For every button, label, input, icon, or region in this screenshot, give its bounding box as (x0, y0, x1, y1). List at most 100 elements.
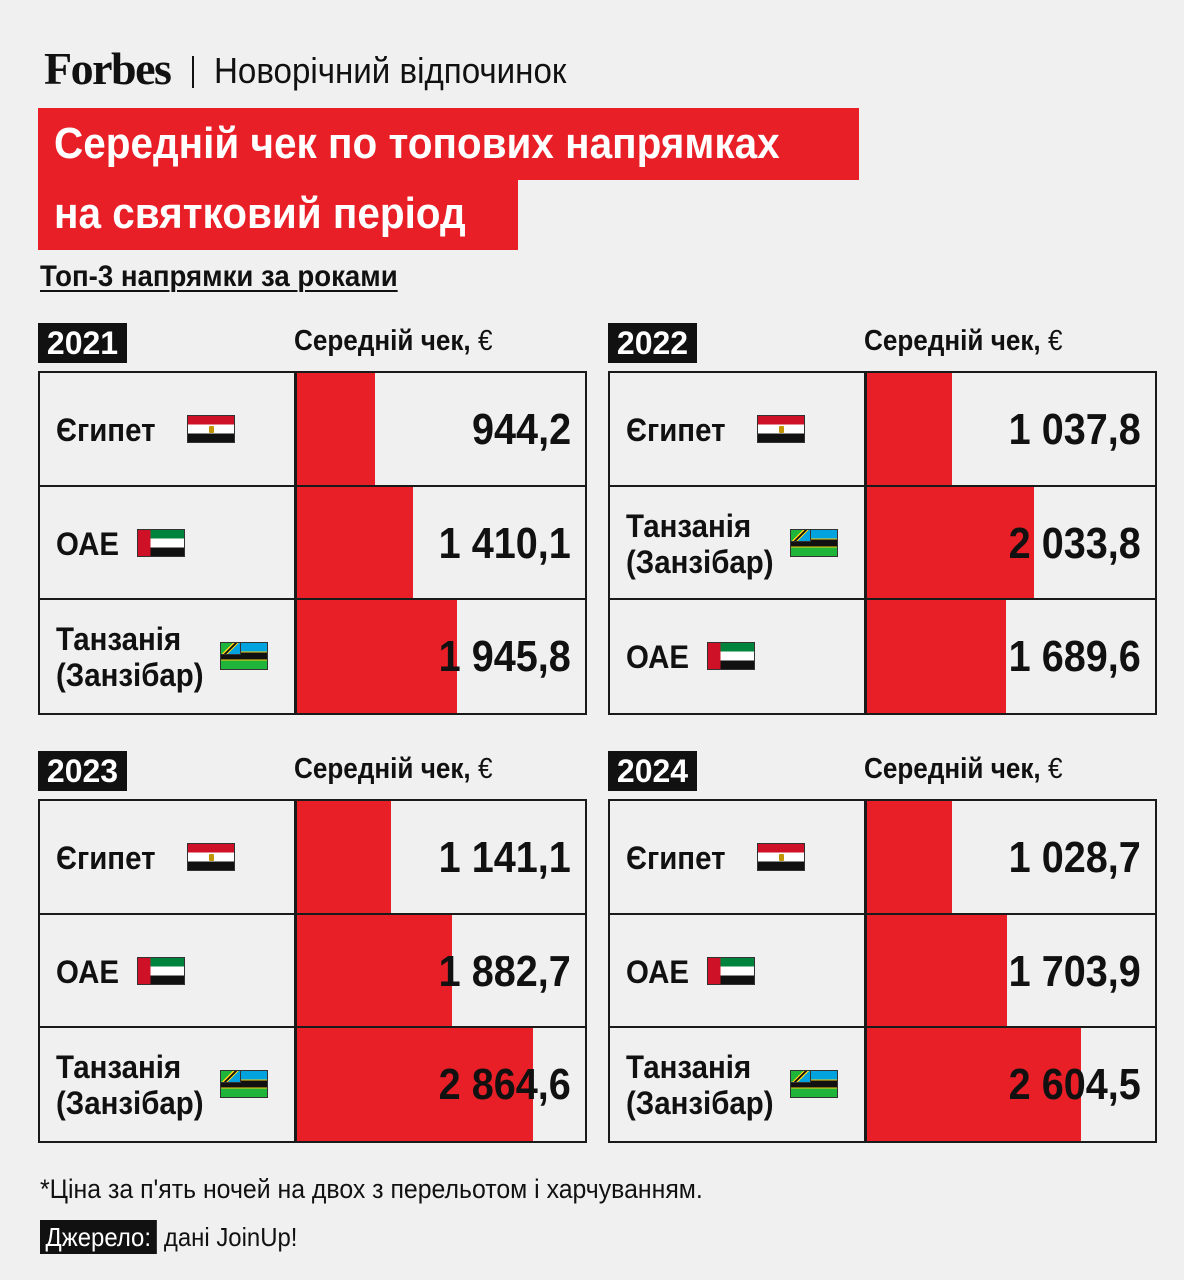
egypt-flag-icon (187, 415, 235, 443)
table-row: Єгипет 1 028,7 (610, 801, 1155, 914)
year-badge: 2021 (38, 323, 127, 363)
value-bar (867, 915, 1007, 1028)
value-label: 1 141,1 (438, 833, 571, 882)
column-label-text: Середній чек, (864, 325, 1048, 357)
value-bar (867, 487, 1034, 600)
chart-title-line-1: Середній чек по топових напрямках (38, 108, 859, 180)
country-label: Танзанія (Занзібар) (626, 1028, 774, 1141)
brand-header: Forbes Новорічний відпочинок (44, 40, 597, 96)
country-name: ОАЕ (626, 638, 690, 675)
table-row: Єгипет 1 037,8 (610, 373, 1155, 486)
column-label-unit: € (1047, 325, 1063, 357)
value-label: 944,2 (471, 405, 571, 454)
country-name: Єгипет (56, 839, 156, 876)
value-label: 2 864,6 (438, 1060, 571, 1109)
tanzania-flag-icon (220, 642, 268, 670)
tanzania-flag-icon (220, 1070, 268, 1098)
year-badge: 2024 (608, 751, 697, 791)
country-name: Єгипет (626, 411, 726, 448)
value-label: 1 037,8 (1008, 405, 1141, 454)
column-label: Середній чек, € (864, 753, 1062, 786)
uae-flag-icon (137, 957, 185, 985)
column-divider (864, 801, 867, 1141)
value-bar (297, 801, 391, 914)
column-divider (864, 373, 867, 713)
country-label: Єгипет (626, 373, 725, 486)
value-label: 2 033,8 (1008, 519, 1141, 568)
value-bar (867, 600, 1006, 713)
table-row: Танзанія (Занзібар) 2 033,8 (610, 485, 1155, 600)
country-label: Танзанія (Занзібар) (626, 487, 774, 600)
source-line: Джерело: дані JoinUp! (40, 1220, 297, 1254)
table-row: ОАЕ 1 410,1 (40, 485, 585, 600)
footnote: *Ціна за п'ять ночей на двох з перельото… (40, 1174, 703, 1204)
column-label: Середній чек, € (864, 325, 1062, 358)
tanzania-flag-icon (790, 1070, 838, 1098)
value-label: 1 945,8 (438, 632, 571, 681)
source-label: Джерело: (40, 1220, 157, 1254)
value-bar (867, 1028, 1081, 1141)
panel-table: Єгипет 1 141,1 ОАЕ 1 882,7 Танзанія (Занзібар… (38, 799, 587, 1143)
table-row: Єгипет 944,2 (40, 373, 585, 486)
value-bar (297, 600, 457, 713)
tanzania-flag-icon (790, 529, 838, 557)
country-name: ОАЕ (56, 953, 120, 990)
column-label: Середній чек, € (294, 325, 492, 358)
value-label: 1 882,7 (438, 947, 571, 996)
table-row: ОАЕ 1 689,6 (610, 598, 1155, 713)
forbes-logo: Forbes (44, 42, 172, 94)
panel-2022: 2022 Середній чек, € Єгипет 1 037,8 Танзанія… (608, 323, 1157, 715)
column-label-unit: € (477, 325, 493, 357)
value-bar (867, 801, 952, 914)
panel-table: Єгипет 1 028,7 ОАЕ 1 703,9 Танзанія (Занзібар… (608, 799, 1157, 1143)
table-row: Танзанія (Занзібар) 2 864,6 (40, 1026, 585, 1141)
column-divider (294, 801, 297, 1141)
value-label: 2 604,5 (1008, 1060, 1141, 1109)
year-badge: 2023 (38, 751, 127, 791)
country-label: Танзанія (Занзібар) (56, 1028, 204, 1141)
value-bar (867, 373, 952, 486)
egypt-flag-icon (757, 843, 805, 871)
panel-table: Єгипет 1 037,8 Танзанія (Занзібар) 2 033,8 ОА… (608, 371, 1157, 715)
egypt-flag-icon (187, 843, 235, 871)
table-row: Танзанія (Занзібар) 1 945,8 (40, 598, 585, 713)
panel-2024: 2024 Середній чек, € Єгипет 1 028,7 ОАЕ 1 703… (608, 751, 1157, 1143)
value-label: 1 703,9 (1008, 947, 1141, 996)
source-text: дані JoinUp! (163, 1221, 298, 1252)
country-label: ОАЕ (626, 600, 689, 713)
section-name: Новорічний відпочинок (214, 50, 567, 91)
year-badge: 2022 (608, 323, 697, 363)
value-label: 1 410,1 (438, 519, 571, 568)
country-name: Танзанія (Занзібар) (56, 1048, 204, 1121)
column-label: Середній чек, € (294, 753, 492, 786)
column-label-text: Середній чек, (294, 325, 478, 357)
column-label-unit: € (477, 753, 493, 785)
value-bar (297, 1028, 533, 1141)
country-label: Єгипет (626, 801, 725, 914)
country-label: Танзанія (Занзібар) (56, 600, 204, 713)
uae-flag-icon (137, 529, 185, 557)
value-label: 1 689,6 (1008, 632, 1141, 681)
country-name: Єгипет (56, 411, 156, 448)
panel-table: Єгипет 944,2 ОАЕ 1 410,1 Танзанія (Занзібар) 1… (38, 371, 587, 715)
country-label: ОАЕ (56, 915, 119, 1028)
value-bar (297, 373, 375, 486)
uae-flag-icon (707, 957, 755, 985)
country-label: Єгипет (56, 373, 155, 486)
column-divider (294, 373, 297, 713)
country-label: ОАЕ (626, 915, 689, 1028)
table-row: ОАЕ 1 882,7 (40, 913, 585, 1028)
column-label-text: Середній чек, (294, 753, 478, 785)
value-bar (297, 487, 413, 600)
country-name: Танзанія (Занзібар) (56, 620, 204, 693)
country-name: Єгипет (626, 839, 726, 876)
country-name: ОАЕ (56, 525, 120, 562)
egypt-flag-icon (757, 415, 805, 443)
header-divider (192, 56, 195, 88)
panel-2021: 2021 Середній чек, € Єгипет 944,2 ОАЕ 1 410,1… (38, 323, 587, 715)
table-row: ОАЕ 1 703,9 (610, 913, 1155, 1028)
panel-2023: 2023 Середній чек, € Єгипет 1 141,1 ОАЕ 1 882… (38, 751, 587, 1143)
column-label-text: Середній чек, (864, 753, 1048, 785)
table-row: Танзанія (Занзібар) 2 604,5 (610, 1026, 1155, 1141)
country-name: Танзанія (Занзібар) (626, 1048, 774, 1121)
